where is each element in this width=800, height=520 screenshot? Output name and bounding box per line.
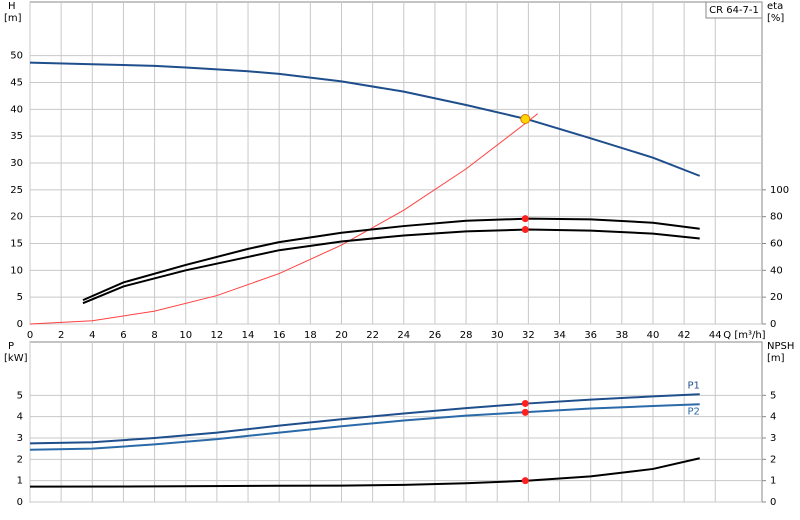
y2-tick-label: 1	[770, 476, 776, 487]
y-tick-label: 2	[17, 454, 23, 465]
series-line	[29, 403, 700, 451]
series-line	[29, 457, 700, 488]
y-tick-label: 25	[10, 185, 23, 196]
series-line	[29, 61, 701, 177]
x-tick-label: 4	[89, 330, 95, 341]
y2-tick-label: 0	[770, 319, 776, 330]
series-line	[82, 228, 700, 305]
x-tick-label: 36	[584, 330, 597, 341]
y2-tick-label: 0	[770, 497, 776, 508]
y2-tick-label: 100	[770, 185, 789, 196]
duty-point	[521, 408, 529, 416]
x-tick-label: 18	[304, 330, 317, 341]
x-tick-label: 42	[678, 330, 691, 341]
duty-point	[520, 113, 531, 124]
x-tick-label: 28	[460, 330, 473, 341]
y2-tick-label: 4	[770, 412, 776, 423]
x-tick-label: 14	[242, 330, 255, 341]
y-tick-label: 3	[17, 433, 23, 444]
y2-tick-label: 60	[770, 239, 783, 250]
x-tick-label: 30	[491, 330, 504, 341]
y-tick-label: 0	[17, 319, 23, 330]
y2-tick-label: 80	[770, 212, 783, 223]
y2-tick-label: 2	[770, 454, 776, 465]
x-tick-label: 34	[553, 330, 566, 341]
y-tick-label: 50	[10, 51, 23, 62]
duty-point	[521, 399, 529, 407]
x-tick-label: 6	[120, 330, 126, 341]
x-tick-label: 2	[58, 330, 64, 341]
y-axis-label: H	[8, 1, 16, 12]
y2-tick-label: 20	[770, 292, 783, 303]
y-tick-label: 45	[10, 78, 23, 89]
x-tick-label: 24	[397, 330, 410, 341]
duty-point	[521, 226, 529, 234]
series-line	[29, 113, 539, 325]
y-tick-label: 40	[10, 104, 23, 115]
x-tick-label: 40	[647, 330, 660, 341]
y-tick-label: 30	[10, 158, 23, 169]
series-line	[82, 217, 700, 302]
x-tick-label: 44	[709, 330, 722, 341]
y-tick-label: 0	[17, 497, 23, 508]
y-tick-label: 5	[17, 292, 23, 303]
x-tick-label: 16	[273, 330, 286, 341]
series-label: P2	[687, 406, 699, 417]
y-axis-unit: [kW]	[4, 353, 28, 364]
x-tick-label: 26	[429, 330, 442, 341]
y2-tick-label: 40	[770, 265, 783, 276]
model-label-box	[705, 1, 763, 19]
series-label: P1	[687, 380, 699, 391]
x-tick-label: 0	[27, 330, 33, 341]
x-tick-label: 8	[151, 330, 157, 341]
x-tick-label: 20	[335, 330, 348, 341]
y2-tick-label: 5	[770, 390, 776, 401]
x-tick-label: 22	[366, 330, 379, 341]
y-tick-label: 5	[17, 390, 23, 401]
duty-point	[521, 215, 529, 223]
x-tick-label: 38	[615, 330, 628, 341]
model-label: CR 64-7-1	[709, 5, 759, 16]
y-tick-label: 35	[10, 131, 23, 142]
y-tick-label: 15	[10, 239, 23, 250]
y-axis-label: P	[8, 341, 14, 352]
x-tick-label: 10	[179, 330, 192, 341]
y-tick-label: 20	[10, 212, 23, 223]
y2-axis-label: NPSH	[767, 341, 794, 352]
series-line	[29, 393, 700, 445]
y-tick-label: 10	[10, 265, 23, 276]
y2-axis-unit: [%]	[767, 13, 784, 24]
y-tick-label: 4	[17, 412, 23, 423]
y-axis-unit: [m]	[4, 13, 22, 24]
y2-axis-label: eta	[767, 1, 783, 12]
duty-point	[521, 477, 529, 485]
y2-axis-unit: [m]	[767, 353, 785, 364]
x-tick-label: 12	[211, 330, 224, 341]
x-axis-label: Q [m³/h]	[723, 330, 765, 341]
y-tick-label: 1	[17, 476, 23, 487]
y2-tick-label: 3	[770, 433, 776, 444]
x-tick-label: 32	[522, 330, 535, 341]
